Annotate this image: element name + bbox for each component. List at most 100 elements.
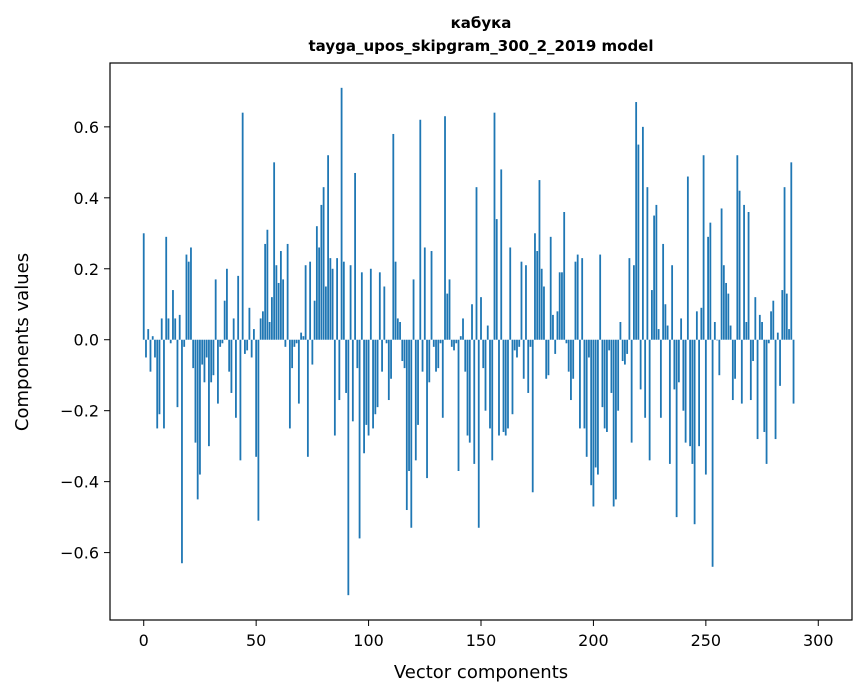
- bar: [176, 339, 179, 408]
- bar: [644, 339, 647, 418]
- bar: [435, 339, 437, 372]
- y-tick-label: 0.0: [74, 331, 99, 350]
- bar: [693, 339, 696, 525]
- bar: [756, 339, 759, 440]
- bar: [486, 325, 489, 340]
- bar: [529, 339, 532, 347]
- bar: [282, 279, 285, 340]
- x-tick-label: 100: [353, 631, 384, 650]
- bar: [673, 339, 676, 390]
- bar: [178, 314, 181, 340]
- bar: [313, 300, 316, 340]
- bar: [318, 247, 321, 340]
- bar: [329, 258, 332, 340]
- bar: [275, 265, 278, 340]
- bar: [689, 339, 692, 447]
- bar: [531, 339, 534, 493]
- bar: [396, 318, 399, 340]
- bar: [473, 339, 476, 464]
- bar: [606, 339, 608, 432]
- bar: [349, 265, 352, 340]
- bar: [682, 339, 685, 411]
- bar: [700, 307, 703, 340]
- bar: [727, 293, 730, 340]
- bar: [327, 155, 329, 340]
- bar: [731, 339, 734, 401]
- bar: [657, 329, 660, 340]
- bar: [322, 187, 325, 340]
- bar: [376, 339, 379, 408]
- bar: [448, 279, 451, 340]
- bar: [286, 243, 289, 340]
- bar: [237, 275, 240, 340]
- bar: [675, 339, 678, 518]
- bar: [288, 339, 291, 429]
- bar: [417, 339, 419, 425]
- bar: [199, 339, 201, 475]
- bar: [516, 339, 518, 358]
- x-tick-label: 300: [803, 631, 834, 650]
- bar: [781, 290, 784, 340]
- bar: [297, 339, 300, 404]
- bar: [369, 268, 372, 340]
- bar: [691, 339, 694, 464]
- y-tick-label: −0.4: [60, 473, 99, 492]
- bar: [446, 293, 449, 340]
- bar: [603, 339, 606, 429]
- bar: [181, 339, 183, 564]
- bar: [621, 339, 624, 362]
- bar: [513, 339, 516, 351]
- bar: [543, 286, 545, 340]
- bar: [754, 297, 757, 340]
- bar: [774, 339, 777, 440]
- y-tick-label: 0.2: [74, 260, 99, 279]
- bar: [264, 243, 267, 340]
- bar: [601, 339, 604, 408]
- bar: [545, 339, 548, 379]
- bar: [239, 339, 242, 461]
- bar: [279, 251, 282, 340]
- bar: [378, 272, 381, 340]
- bar: [360, 272, 363, 340]
- bar: [480, 297, 482, 340]
- bar: [624, 339, 626, 365]
- bar: [259, 318, 262, 340]
- bar: [522, 339, 525, 379]
- bar: [509, 247, 512, 340]
- bar: [520, 261, 523, 340]
- bar: [641, 126, 644, 340]
- y-tick-label: 0.4: [74, 189, 99, 208]
- bar: [684, 339, 687, 443]
- bar: [763, 339, 766, 432]
- bar: [610, 339, 613, 393]
- bar: [779, 339, 781, 386]
- bar: [707, 236, 709, 340]
- bar: [441, 339, 444, 418]
- bar: [172, 290, 174, 340]
- bar: [468, 339, 471, 443]
- bar: [244, 339, 246, 354]
- bar: [457, 339, 460, 471]
- x-axis: 0 50 100 150 200 250 300: [139, 620, 834, 650]
- bar: [255, 339, 258, 457]
- bar: [729, 325, 732, 340]
- bar: [331, 268, 334, 340]
- bar: [597, 339, 599, 475]
- bar: [405, 339, 408, 511]
- y-tick-label: −0.6: [60, 544, 99, 563]
- x-axis-label: Vector components: [394, 662, 568, 683]
- bar: [576, 254, 579, 340]
- bar: [608, 339, 611, 351]
- bar: [390, 339, 392, 379]
- bar: [432, 339, 435, 347]
- bar: [655, 204, 658, 340]
- y-axis: −0.6 −0.4 −0.2 0.0 0.2 0.4 0.6: [60, 118, 110, 563]
- bar: [554, 339, 557, 354]
- bar: [518, 339, 521, 347]
- bar: [471, 304, 473, 340]
- bar: [749, 339, 752, 401]
- bar: [765, 339, 768, 464]
- bar: [716, 339, 718, 341]
- bar: [414, 339, 417, 461]
